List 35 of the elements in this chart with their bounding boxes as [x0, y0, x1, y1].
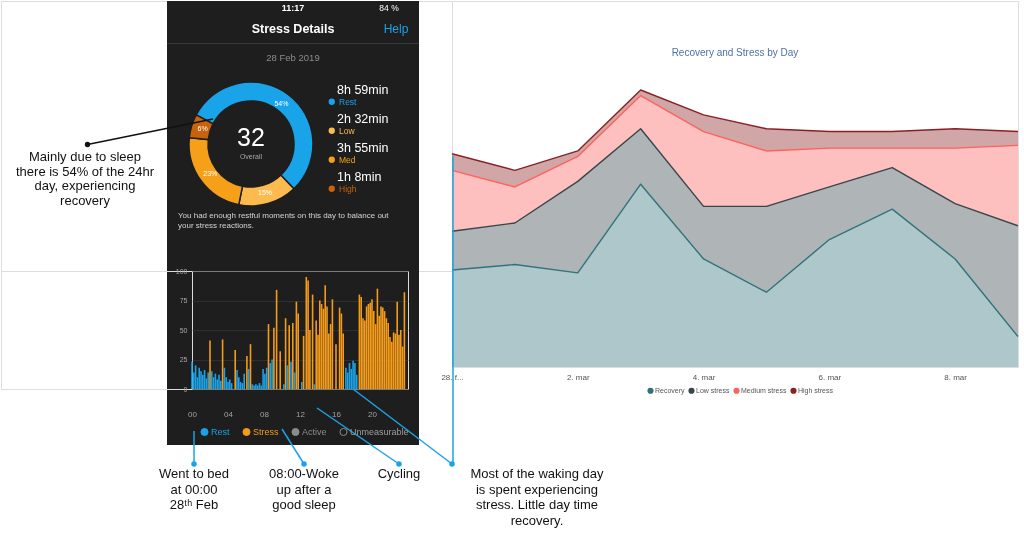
text: You had enough restful moments on this day to balance out your stress reactions.: [178, 211, 390, 230]
text: 08:00-Woke up after a good sleep: [269, 466, 339, 512]
text: Help: [383, 22, 409, 36]
chart-subtitle: 28 Feb 2019: [266, 52, 320, 63]
x-tick-label: 4. mar: [692, 372, 716, 382]
x-tick-label: 20: [368, 409, 378, 419]
legend-label: High: [339, 183, 357, 194]
text: 32: [237, 123, 265, 151]
text: 11:17: [281, 3, 305, 13]
chart-title: Recovery and Stress by Day: [671, 47, 799, 58]
text: Cycling: [377, 466, 421, 481]
x-tick-label: 12: [296, 409, 306, 419]
text: 2h 32min: [337, 112, 389, 127]
text: 1h 8min: [337, 170, 382, 185]
text: 84 %: [379, 3, 400, 13]
x-tick-label: 16: [332, 409, 342, 419]
legend-label: Rest: [339, 96, 358, 107]
x-tick-label: 28. f...: [441, 372, 464, 382]
text: 8h 59min: [337, 83, 389, 98]
legend-label: Low: [339, 125, 356, 136]
x-tick-label: 8. mar: [944, 372, 968, 382]
text: 3h 55min: [337, 141, 389, 156]
x-tick-label: 04: [224, 409, 234, 419]
legend-label: Stress: [253, 426, 280, 437]
chart-title: Stress Details: [251, 22, 335, 36]
x-tick-label: 2. mar: [566, 372, 590, 382]
legend-label: Rest: [211, 426, 230, 437]
text: Went to bed at 00:00 28ᵗʰ Feb: [159, 466, 229, 512]
legend-label: Active: [302, 426, 327, 437]
x-tick-label: 08: [260, 409, 270, 419]
x-tick-label: 00: [188, 409, 198, 419]
x-tick-label: 6. mar: [818, 372, 842, 382]
text: Most of the waking day is spent experiencing stress. Little day time recovery.: [470, 466, 604, 528]
legend-label: Med: [339, 154, 356, 165]
text: Mainly due to sleep there is 54% of the 24hr day, experiencing recovery: [15, 149, 155, 209]
